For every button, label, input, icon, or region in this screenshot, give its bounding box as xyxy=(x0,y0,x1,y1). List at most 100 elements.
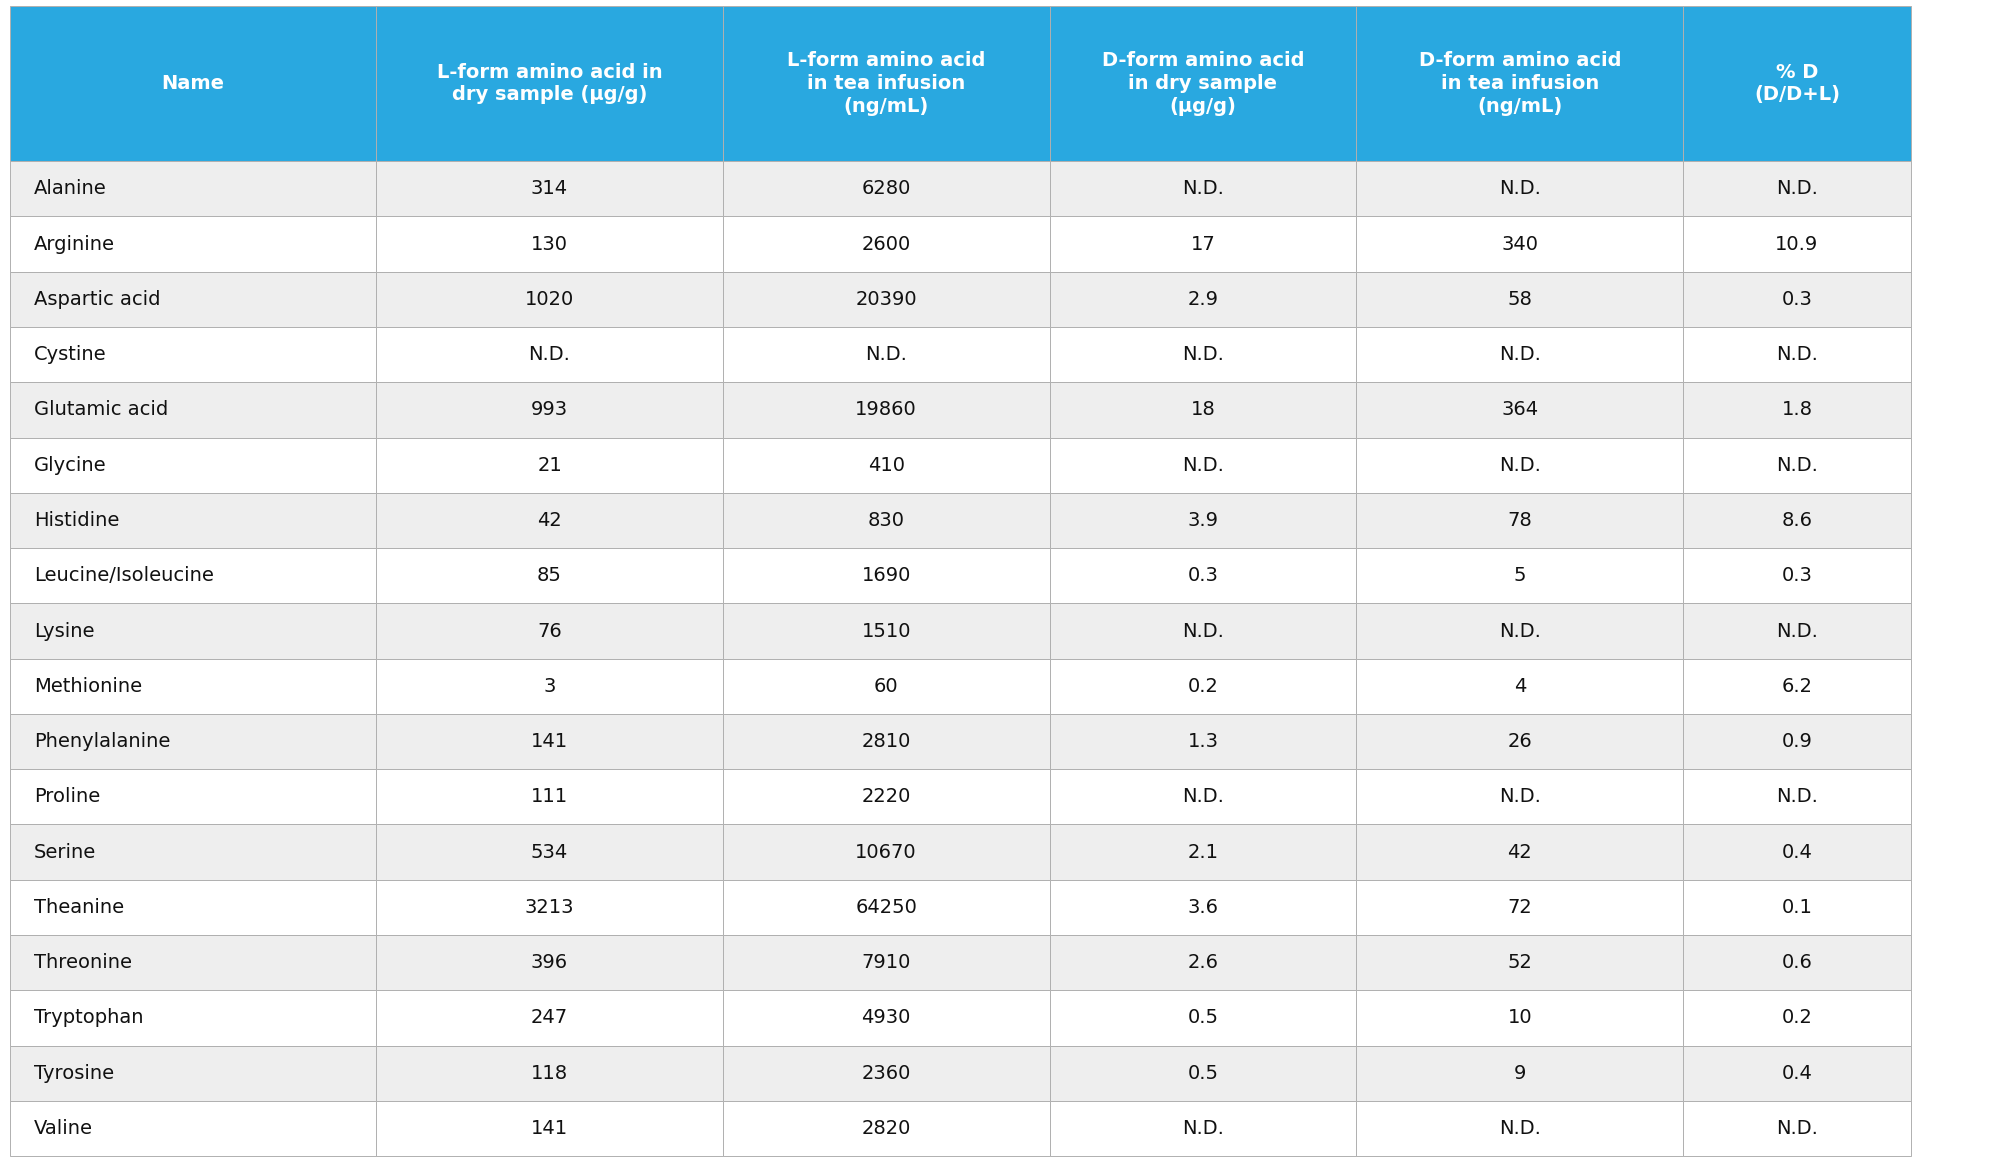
Bar xyxy=(10,493,376,548)
Text: 3: 3 xyxy=(544,676,556,696)
Bar xyxy=(376,713,722,769)
Text: 0.4: 0.4 xyxy=(1782,1063,1812,1083)
Text: 1510: 1510 xyxy=(862,622,910,640)
Bar xyxy=(1684,272,1910,327)
Bar xyxy=(10,327,376,382)
Bar xyxy=(1050,162,1356,216)
Text: 72: 72 xyxy=(1508,898,1532,917)
Bar xyxy=(1684,935,1910,990)
Text: N.D.: N.D. xyxy=(1776,345,1818,364)
Bar xyxy=(376,603,722,659)
Bar xyxy=(1684,162,1910,216)
Bar xyxy=(376,327,722,382)
Bar xyxy=(10,880,376,935)
Bar xyxy=(1050,659,1356,713)
Text: Alanine: Alanine xyxy=(34,179,106,199)
Bar xyxy=(1356,216,1684,272)
Text: Proline: Proline xyxy=(34,788,100,806)
Text: 2820: 2820 xyxy=(862,1119,910,1138)
Text: 118: 118 xyxy=(530,1063,568,1083)
Text: 2600: 2600 xyxy=(862,235,910,253)
Text: Threonine: Threonine xyxy=(34,953,132,973)
Text: 20390: 20390 xyxy=(856,289,916,309)
Bar xyxy=(376,880,722,935)
Text: N.D.: N.D. xyxy=(1498,1119,1540,1138)
Text: 130: 130 xyxy=(532,235,568,253)
Bar xyxy=(1050,825,1356,880)
Bar xyxy=(376,382,722,438)
Bar xyxy=(1684,1046,1910,1100)
Text: 5: 5 xyxy=(1514,566,1526,586)
Text: N.D.: N.D. xyxy=(1182,1119,1224,1138)
Text: 2.1: 2.1 xyxy=(1188,842,1218,862)
Bar xyxy=(1050,935,1356,990)
Bar xyxy=(1684,216,1910,272)
Text: 1.3: 1.3 xyxy=(1188,732,1218,751)
Bar xyxy=(1356,548,1684,603)
Text: N.D.: N.D. xyxy=(1776,788,1818,806)
Bar xyxy=(376,1046,722,1100)
Bar xyxy=(722,216,1050,272)
Bar xyxy=(1684,769,1910,825)
Text: Theanine: Theanine xyxy=(34,898,124,917)
Bar xyxy=(376,935,722,990)
Text: 364: 364 xyxy=(1502,401,1538,419)
Text: 2360: 2360 xyxy=(862,1063,910,1083)
Text: Histidine: Histidine xyxy=(34,511,120,530)
Bar xyxy=(722,769,1050,825)
Bar xyxy=(1356,769,1684,825)
Bar xyxy=(376,216,722,272)
Text: N.D.: N.D. xyxy=(1776,179,1818,199)
Text: Serine: Serine xyxy=(34,842,96,862)
Text: 3.6: 3.6 xyxy=(1188,898,1218,917)
Bar xyxy=(1050,216,1356,272)
Text: 2810: 2810 xyxy=(862,732,910,751)
Text: 60: 60 xyxy=(874,676,898,696)
Text: 141: 141 xyxy=(530,1119,568,1138)
Bar xyxy=(376,272,722,327)
Text: 9: 9 xyxy=(1514,1063,1526,1083)
Bar xyxy=(10,382,376,438)
Text: 26: 26 xyxy=(1508,732,1532,751)
Text: 1020: 1020 xyxy=(524,289,574,309)
Bar xyxy=(1050,990,1356,1046)
Text: N.D.: N.D. xyxy=(1776,456,1818,474)
Text: 0.6: 0.6 xyxy=(1782,953,1812,973)
Bar xyxy=(1050,6,1356,162)
Bar xyxy=(1050,327,1356,382)
Bar xyxy=(1684,6,1910,162)
Text: 1690: 1690 xyxy=(862,566,910,586)
Bar xyxy=(722,382,1050,438)
Bar xyxy=(1684,713,1910,769)
Bar xyxy=(1356,825,1684,880)
Bar xyxy=(722,825,1050,880)
Text: N.D.: N.D. xyxy=(1182,788,1224,806)
Text: 18: 18 xyxy=(1190,401,1216,419)
Bar xyxy=(376,659,722,713)
Bar xyxy=(10,769,376,825)
Text: N.D.: N.D. xyxy=(1498,179,1540,199)
Text: N.D.: N.D. xyxy=(1776,1119,1818,1138)
Bar xyxy=(1356,327,1684,382)
Text: Tryptophan: Tryptophan xyxy=(34,1009,144,1027)
Bar xyxy=(1050,272,1356,327)
Text: 78: 78 xyxy=(1508,511,1532,530)
Bar xyxy=(1356,6,1684,162)
Text: L-form amino acid
in tea infusion
(ng/mL): L-form amino acid in tea infusion (ng/mL… xyxy=(786,51,986,116)
Text: 76: 76 xyxy=(538,622,562,640)
Text: 534: 534 xyxy=(530,842,568,862)
Bar xyxy=(376,162,722,216)
Bar xyxy=(722,990,1050,1046)
Text: N.D.: N.D. xyxy=(1498,622,1540,640)
Bar xyxy=(722,1100,1050,1156)
Text: 314: 314 xyxy=(530,179,568,199)
Bar xyxy=(376,1100,722,1156)
Bar xyxy=(376,990,722,1046)
Text: 17: 17 xyxy=(1190,235,1216,253)
Text: 58: 58 xyxy=(1508,289,1532,309)
Bar xyxy=(10,216,376,272)
Bar xyxy=(1050,382,1356,438)
Bar xyxy=(1356,603,1684,659)
Bar xyxy=(10,713,376,769)
Text: N.D.: N.D. xyxy=(1498,345,1540,364)
